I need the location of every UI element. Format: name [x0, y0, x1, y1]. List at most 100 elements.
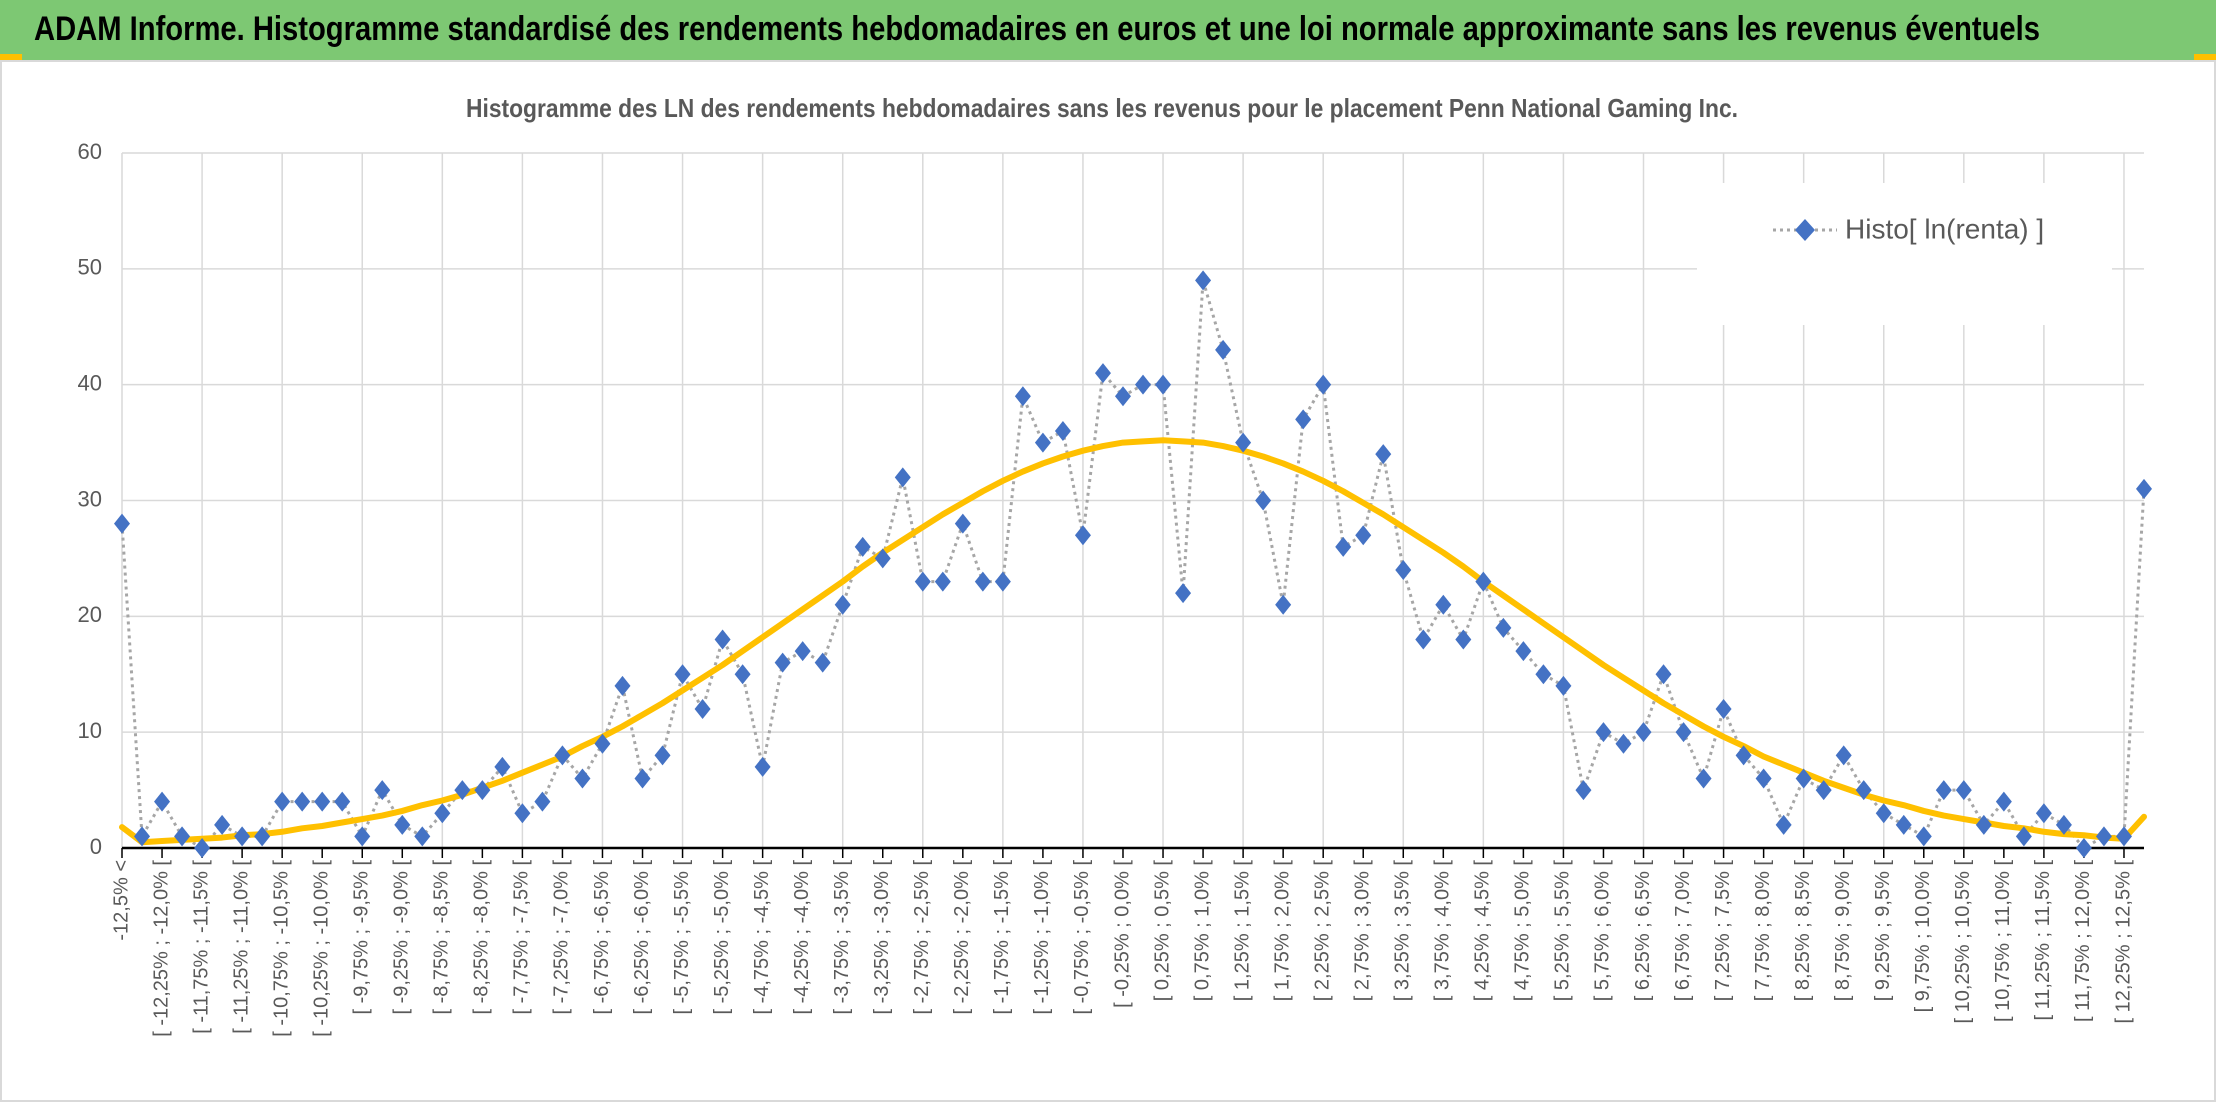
data-point	[1455, 629, 1472, 650]
x-tick-label: [ 5,25% ; 5,5% [	[1552, 860, 1574, 1002]
data-point	[594, 733, 611, 754]
x-tick-label: [ -10,75% ; -10,5% [	[270, 860, 292, 1037]
x-tick-label: [ 1,25% ; 1,5% [	[1231, 860, 1253, 1002]
x-tick-label: [ -5,25% ; -5,0% [	[711, 860, 733, 1015]
chart-frame	[0, 60, 2216, 1102]
data-point	[1995, 791, 2012, 812]
data-point	[1615, 733, 1632, 754]
data-point	[1415, 629, 1432, 650]
x-tick-label: -12,5% <	[110, 860, 132, 941]
series-line	[120, 280, 2146, 850]
data-point	[1875, 803, 1892, 824]
data-point	[1054, 421, 1071, 441]
data-point	[354, 826, 371, 847]
data-point	[2136, 478, 2152, 499]
x-tick-label: [ 1,75% ; 2,0% [	[1271, 860, 1293, 1002]
data-point	[1475, 571, 1492, 592]
data-point	[1955, 780, 1972, 801]
data-point	[894, 467, 911, 488]
data-point	[1114, 386, 1131, 407]
data-point	[974, 571, 991, 592]
data-point	[114, 513, 130, 534]
data-point	[1275, 594, 1292, 615]
data-point	[1915, 826, 1932, 847]
data-point	[134, 826, 151, 847]
data-point	[314, 791, 331, 812]
data-point	[1935, 780, 1952, 801]
data-point	[434, 803, 451, 824]
x-tick-label: [ 4,25% ; 4,5% [	[1472, 860, 1494, 1002]
data-point	[1635, 722, 1652, 743]
x-tick-label: [ -7,75% ; -7,5% [	[511, 860, 533, 1015]
y-tick-label: 50	[78, 255, 102, 280]
data-point	[234, 826, 251, 847]
x-tick-label: [ 4,75% ; 5,0% [	[1512, 860, 1534, 1002]
x-tick-label: [ 9,25% ; 9,5% [	[1872, 860, 1894, 1002]
x-tick-label: [ 6,75% ; 7,0% [	[1672, 860, 1694, 1002]
data-point	[654, 745, 671, 766]
data-point	[934, 571, 951, 592]
data-point	[1555, 675, 1572, 696]
x-tick-label: [ -1,75% ; -1,5% [	[991, 860, 1013, 1015]
data-point	[274, 791, 291, 812]
data-point	[2115, 826, 2132, 847]
x-tick-label: [ -2,25% ; -2,0% [	[951, 860, 973, 1015]
data-point	[854, 536, 871, 557]
data-point	[514, 803, 531, 824]
x-tick-label: [ 7,25% ; 7,5% [	[1712, 860, 1734, 1002]
data-point	[1855, 780, 1872, 801]
corner-accent	[0, 54, 22, 62]
x-tick-label: [ -2,75% ; -2,5% [	[911, 860, 933, 1015]
data-point	[374, 780, 391, 801]
data-point	[454, 780, 471, 801]
data-point	[1655, 664, 1672, 685]
page-title: ADAM Informe. Histogramme standardisé de…	[34, 10, 2040, 48]
data-point	[1315, 374, 1332, 395]
x-tick-label: [ 8,75% ; 9,0% [	[1832, 860, 1854, 1002]
data-point	[2035, 803, 2052, 824]
data-point	[1755, 768, 1772, 789]
legend-box	[1697, 183, 2112, 325]
data-point	[1895, 814, 1912, 835]
data-point	[734, 664, 751, 685]
x-tick-label: [ -7,25% ; -7,0% [	[551, 860, 573, 1015]
data-point	[1975, 814, 1992, 835]
y-tick-label: 10	[78, 718, 102, 743]
x-tick-label: [ -3,75% ; -3,5% [	[831, 860, 853, 1015]
x-tick-label: [ -0,75% ; -0,5% [	[1071, 860, 1093, 1015]
data-point	[1395, 560, 1412, 580]
x-tick-label: [ -10,25% ; -10,0% [	[310, 860, 332, 1037]
data-point	[214, 814, 231, 835]
y-tick-label: 40	[78, 370, 102, 395]
corner-accent	[2194, 54, 2216, 62]
data-point	[1535, 664, 1552, 685]
data-point	[954, 513, 971, 534]
data-point	[1715, 699, 1732, 719]
data-point	[914, 571, 931, 592]
data-point	[1295, 409, 1312, 430]
data-point	[1014, 386, 1031, 407]
chart-title: Histogramme des LN des rendements hebdom…	[466, 93, 1738, 123]
data-point	[254, 826, 271, 847]
data-point	[1034, 432, 1051, 453]
data-point	[414, 826, 431, 847]
data-point	[1355, 525, 1372, 546]
data-point	[2055, 814, 2072, 835]
data-point	[634, 768, 651, 789]
data-point	[1235, 432, 1252, 453]
y-tick-label: 60	[78, 139, 102, 164]
data-point	[294, 791, 311, 812]
title-bar	[0, 0, 2216, 60]
data-point	[574, 768, 591, 789]
x-tick-label: [ 7,75% ; 8,0% [	[1752, 860, 1774, 1002]
data-point	[1735, 745, 1752, 766]
x-tick-label: [ 10,75% ; 11,0% [	[1992, 860, 2014, 1022]
x-tick-label: [ 2,25% ; 2,5% [	[1311, 860, 1333, 1002]
x-tick-label: [ -1,25% ; -1,0% [	[1031, 860, 1053, 1015]
data-point	[174, 826, 191, 847]
x-tick-label: [ -4,25% ; -4,0% [	[791, 860, 813, 1015]
x-tick-label: [ 2,75% ; 3,0% [	[1352, 860, 1374, 1002]
x-tick-label: [ -6,75% ; -6,5% [	[591, 860, 613, 1015]
